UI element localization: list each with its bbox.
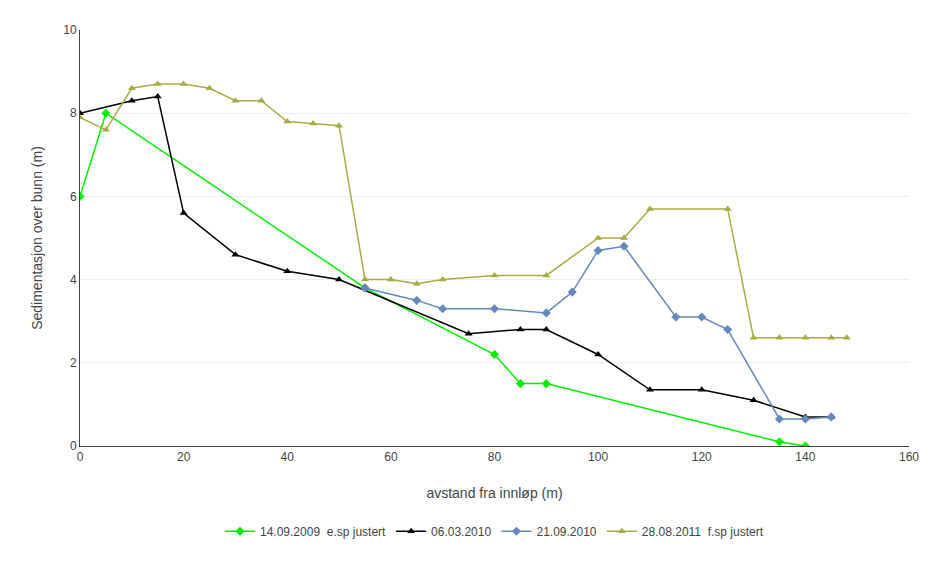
svg-text:40: 40 [281,450,295,464]
svg-text:140: 140 [795,450,815,464]
svg-text:Sedimentasjon over bunn (m): Sedimentasjon over bunn (m) [29,146,45,330]
svg-text:avstand fra innløp (m): avstand fra innløp (m) [426,485,562,501]
svg-text:21.09.2010: 21.09.2010 [536,525,596,539]
svg-text:0: 0 [70,439,77,453]
svg-text:60: 60 [384,450,398,464]
svg-text:8: 8 [70,106,77,120]
svg-text:80: 80 [488,450,502,464]
svg-text:06.03.2010: 06.03.2010 [431,525,491,539]
svg-text:28.08.2011 f.sp justert: 28.08.2011 f.sp justert [642,525,764,539]
svg-text:14.09.2009 e.sp justert: 14.09.2009 e.sp justert [260,525,386,539]
svg-text:160: 160 [899,450,919,464]
svg-text:120: 120 [692,450,712,464]
svg-text:100: 100 [588,450,608,464]
svg-text:6: 6 [70,190,77,204]
svg-text:4: 4 [70,273,77,287]
svg-text:2: 2 [70,356,77,370]
svg-text:0: 0 [77,450,84,464]
svg-text:10: 10 [63,23,77,37]
svg-text:20: 20 [177,450,191,464]
